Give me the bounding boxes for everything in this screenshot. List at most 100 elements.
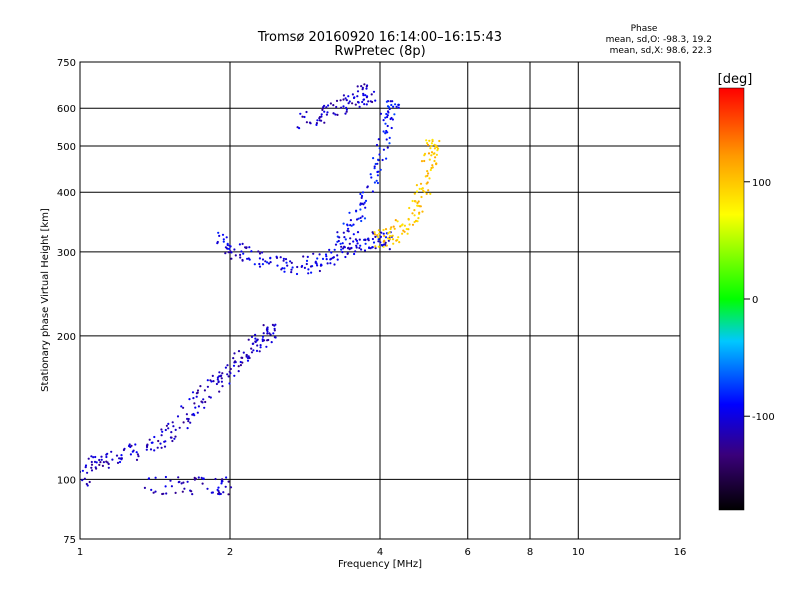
echo-point [245,354,248,357]
echo-point [85,482,88,486]
echo-point [191,493,194,496]
echo-point [295,272,299,276]
echo-point [390,126,393,130]
echo-point [229,245,232,248]
echo-point [395,105,398,108]
echo-point [252,349,255,352]
y-tick-label: 75 [63,535,76,546]
x-tick-label: 2 [227,547,233,558]
echo-point [338,236,341,239]
echo-point [100,458,103,461]
echo-point [147,477,151,480]
echo-point [201,482,204,485]
echo-point [425,192,428,195]
colorbar-tick-label: -100 [752,412,775,423]
echo-point [282,259,285,262]
echo-point [326,111,329,114]
echo-point [433,159,436,163]
echo-point [154,490,157,493]
echo-point [247,257,250,260]
echo-point [411,199,414,203]
echo-point [233,248,236,251]
echo-point [343,246,346,249]
echo-point [336,113,339,116]
echo-point [255,339,258,342]
echo-point [215,382,218,386]
echo-point [346,229,349,232]
echo-point [227,375,230,378]
echo-point [379,235,382,238]
echo-point [264,260,267,263]
echo-point [259,346,262,349]
echo-point [216,242,219,245]
echo-point [413,209,416,212]
echo-point [339,242,342,245]
echo-point [254,340,257,344]
echo-point [387,232,390,235]
echo-point [101,464,104,467]
x-axis-label: Frequency [MHz] [338,559,422,570]
echo-point [203,389,206,392]
echo-point [377,240,380,243]
echo-point [388,136,391,139]
echo-point [377,238,380,241]
echo-point [433,152,436,155]
echo-point [347,227,350,230]
echo-point [110,450,113,453]
echo-point [359,244,362,247]
echo-point [266,330,269,333]
echo-point [336,254,339,257]
echo-point [239,256,242,259]
echo-point [180,405,183,408]
echo-point [258,257,261,260]
echo-point [290,268,293,271]
echo-point [366,185,369,188]
echo-point [136,453,139,456]
echo-point [373,181,376,184]
echo-point [390,226,393,229]
echo-point [284,258,288,261]
echo-point [87,457,90,460]
echo-point [273,324,276,327]
echo-point [137,455,140,458]
echo-point [178,426,181,429]
echo-point [413,214,416,217]
echo-point [325,113,328,116]
trace [143,475,233,496]
echo-point [258,262,261,266]
echo-point [177,476,180,479]
echo-point [88,480,91,484]
echo-point [145,448,148,451]
y-tick-label: 100 [57,475,76,486]
echo-point [216,378,219,381]
echo-point [325,255,328,258]
echo-point [335,105,338,109]
echo-point [159,442,162,445]
echo-point [316,257,319,260]
echo-point [390,116,393,120]
echo-point [345,108,348,111]
echo-point [416,204,419,207]
echo-point [374,245,377,248]
echo-point [266,326,269,329]
echo-point [372,157,375,160]
echo-point [240,250,243,253]
echo-point [434,156,437,159]
echo-point [315,262,318,265]
echo-point [392,242,395,245]
echo-point [267,262,271,265]
echo-point [221,480,224,483]
echo-point [351,102,354,105]
echo-point [344,255,347,259]
echo-point [193,476,196,479]
echo-point [246,257,249,260]
echo-point [347,95,350,98]
echo-point [272,332,275,335]
echo-point [438,139,441,143]
echo-point [256,344,259,347]
echo-point [382,119,385,122]
echo-point [388,238,392,241]
echo-point [340,245,343,248]
echo-point [269,256,272,259]
echo-point [405,227,408,231]
